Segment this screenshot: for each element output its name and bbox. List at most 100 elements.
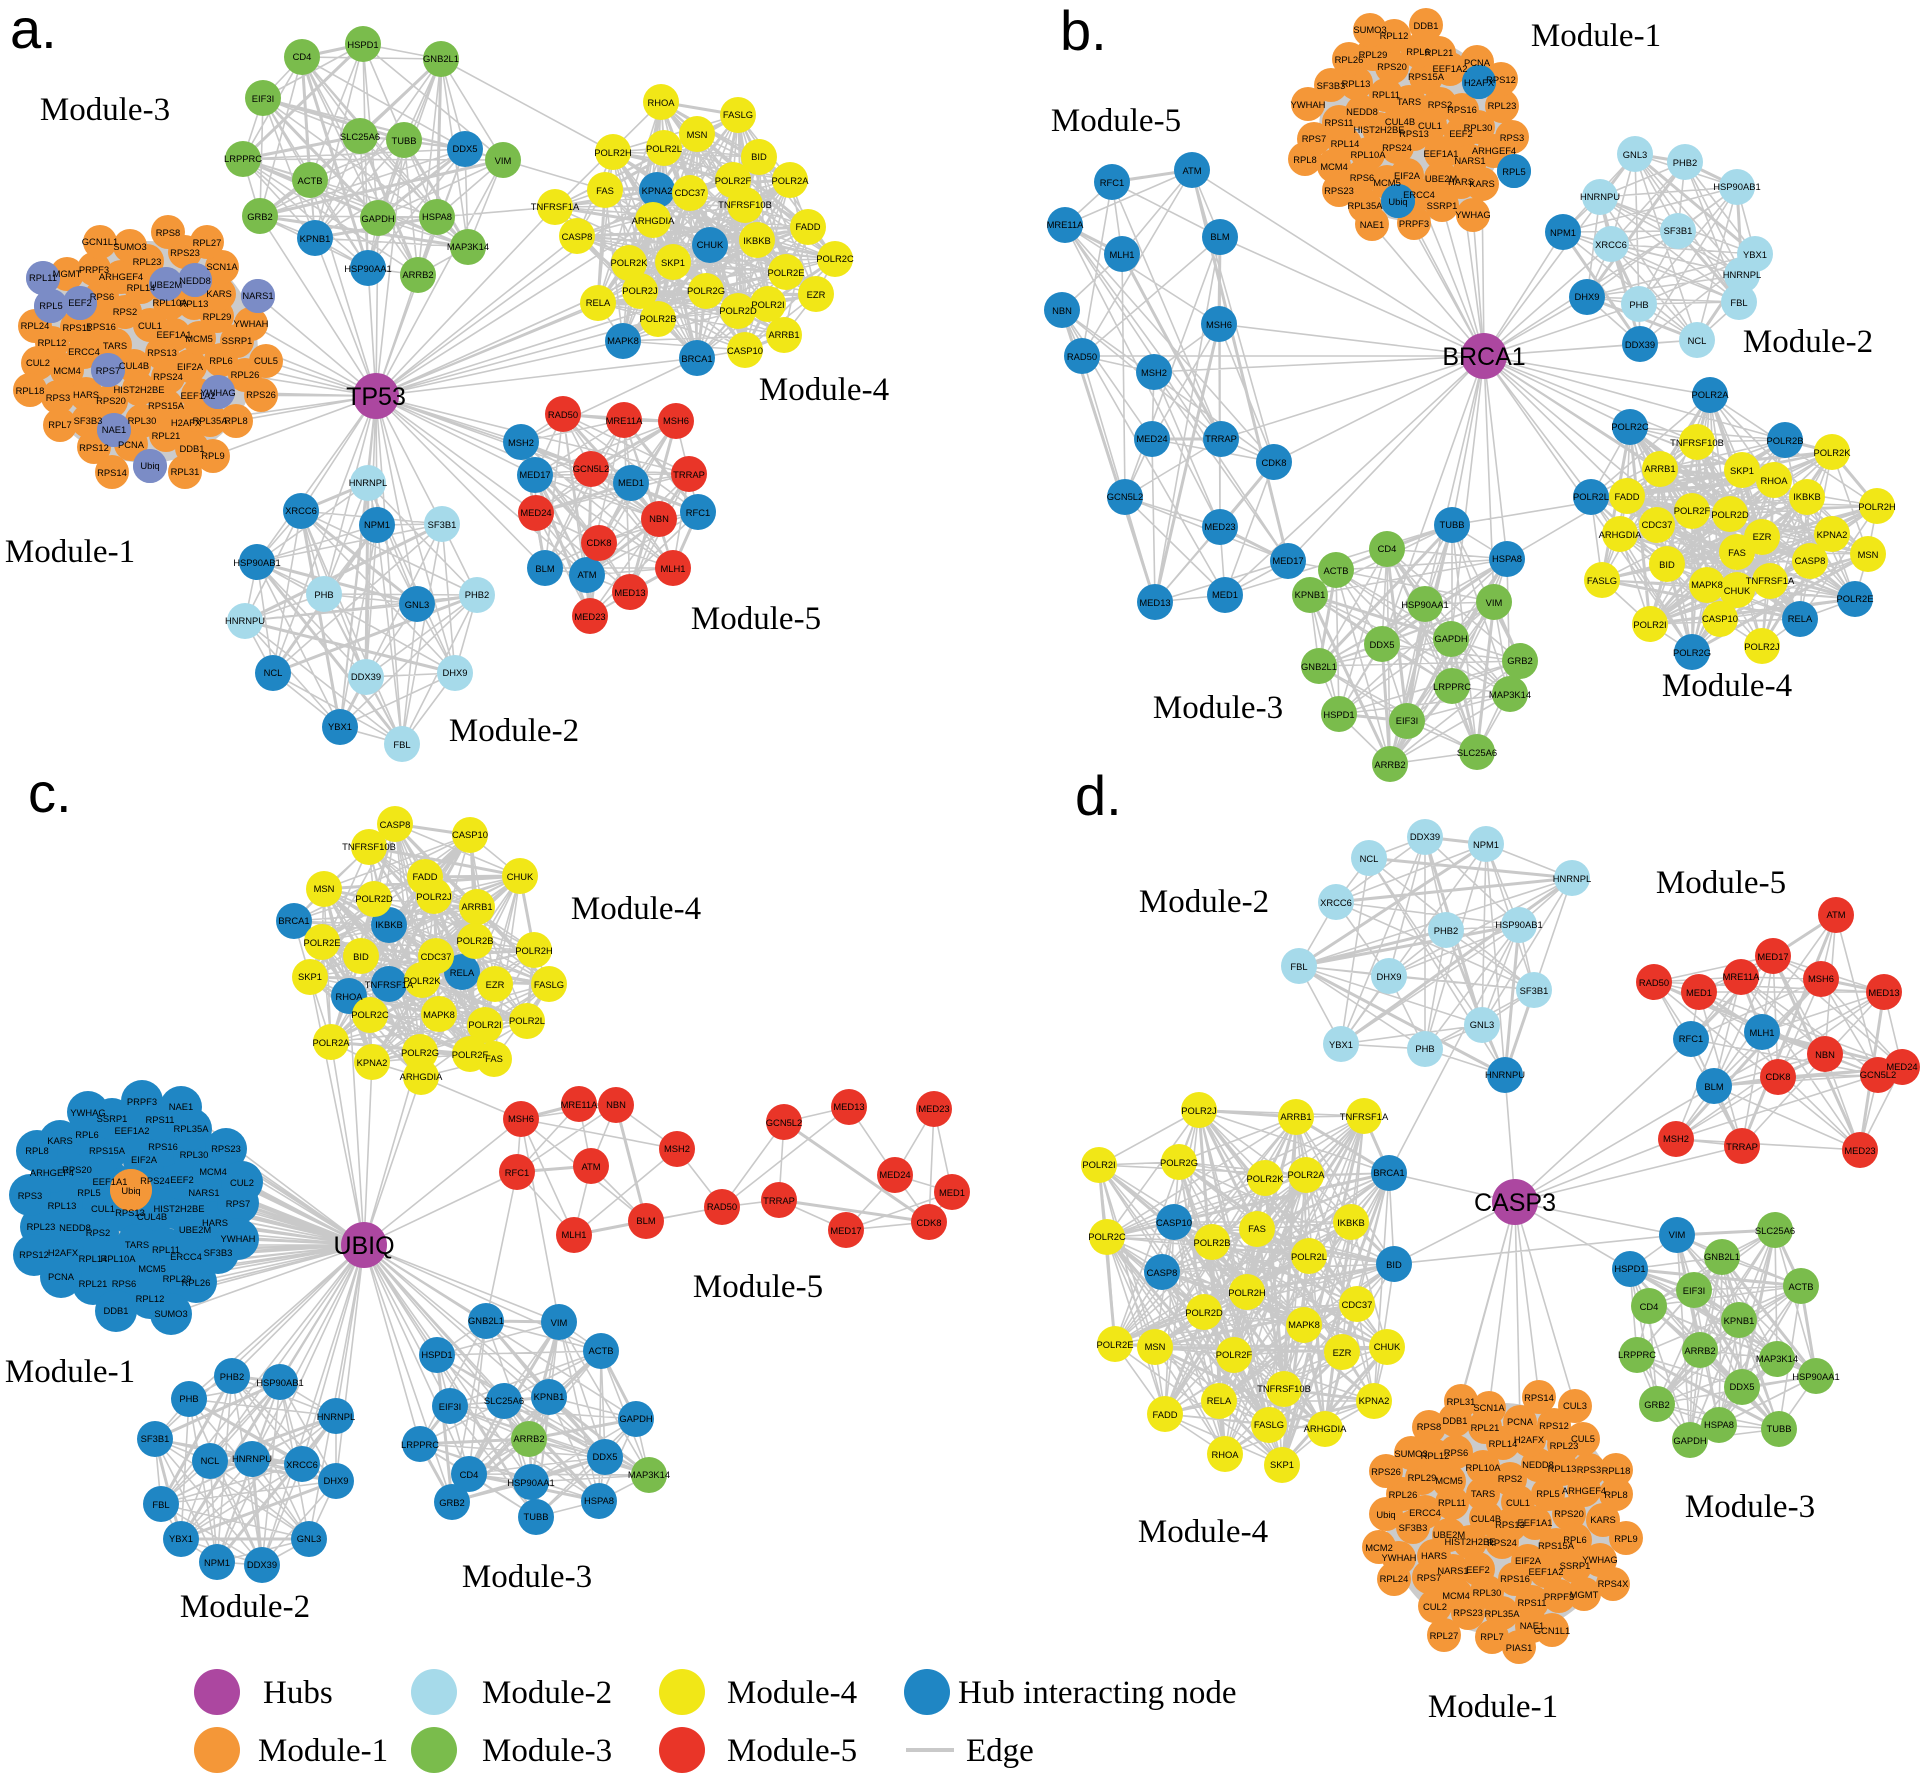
svg-text:ATM: ATM — [1826, 909, 1845, 920]
svg-text:CD4: CD4 — [1640, 1301, 1659, 1312]
svg-text:RPL13: RPL13 — [180, 298, 209, 309]
svg-text:MSH2: MSH2 — [1141, 367, 1167, 378]
svg-text:YWHAH: YWHAH — [1382, 1552, 1417, 1563]
svg-text:RPS3: RPS3 — [18, 1190, 43, 1201]
svg-text:RPL14: RPL14 — [1331, 138, 1360, 149]
svg-text:DDX39: DDX39 — [247, 1559, 277, 1570]
svg-text:RPL12: RPL12 — [38, 337, 67, 348]
svg-text:RPS2: RPS2 — [113, 306, 138, 317]
svg-text:TNFRSF1A: TNFRSF1A — [1340, 1111, 1389, 1122]
svg-text:POLR2L: POLR2L — [646, 143, 682, 154]
svg-text:SKP1: SKP1 — [298, 971, 322, 982]
svg-text:MED24: MED24 — [1136, 433, 1167, 444]
svg-text:RPL26: RPL26 — [182, 1277, 211, 1288]
svg-text:PHB: PHB — [179, 1393, 198, 1404]
svg-text:MED1: MED1 — [939, 1187, 965, 1198]
svg-text:HSP90AA1: HSP90AA1 — [507, 1477, 554, 1488]
svg-text:CASP8: CASP8 — [1795, 555, 1826, 566]
svg-text:POLR2I: POLR2I — [468, 1019, 501, 1030]
svg-text:SUMO3: SUMO3 — [113, 241, 146, 252]
svg-text:SSRP1: SSRP1 — [1427, 200, 1458, 211]
svg-text:KARS: KARS — [206, 288, 232, 299]
svg-text:HSPA8: HSPA8 — [584, 1495, 614, 1506]
svg-text:RPS7: RPS7 — [1417, 1572, 1442, 1583]
svg-text:EEF2: EEF2 — [170, 1174, 193, 1185]
svg-text:MSH2: MSH2 — [1663, 1133, 1689, 1144]
svg-text:RPS6: RPS6 — [112, 1278, 137, 1289]
svg-text:VIM: VIM — [495, 155, 512, 166]
svg-text:RAD50: RAD50 — [1067, 351, 1097, 362]
svg-text:RPL7: RPL7 — [48, 419, 71, 430]
svg-text:RPL6: RPL6 — [209, 355, 232, 366]
svg-text:KPNA2: KPNA2 — [357, 1057, 388, 1068]
svg-text:PHB2: PHB2 — [1434, 925, 1459, 936]
svg-text:RPL8: RPL8 — [224, 415, 247, 426]
svg-text:ARHGDIA: ARHGDIA — [1599, 529, 1642, 540]
svg-text:EEF1A2: EEF1A2 — [1433, 63, 1468, 74]
svg-text:KPNA2: KPNA2 — [642, 185, 673, 196]
svg-text:NARS1: NARS1 — [188, 1187, 219, 1198]
svg-text:TUBB: TUBB — [391, 135, 416, 146]
svg-text:PHB2: PHB2 — [1673, 157, 1698, 168]
svg-text:PHB2: PHB2 — [465, 589, 490, 600]
svg-text:RPS7: RPS7 — [226, 1198, 251, 1209]
svg-text:LRPPRC: LRPPRC — [1433, 681, 1471, 692]
svg-text:PIAS1: PIAS1 — [1506, 1642, 1533, 1653]
svg-text:CUL4B: CUL4B — [137, 1211, 167, 1222]
svg-text:CD4: CD4 — [293, 51, 312, 62]
svg-text:ERCC4: ERCC4 — [68, 346, 100, 357]
svg-text:EIF3I: EIF3I — [1683, 1285, 1705, 1296]
svg-text:HSP90AB1: HSP90AB1 — [256, 1377, 303, 1388]
svg-text:TUBB: TUBB — [1439, 519, 1464, 530]
svg-text:YWHAG: YWHAG — [70, 1107, 105, 1118]
svg-text:DDX39: DDX39 — [351, 671, 381, 682]
svg-text:NAE1: NAE1 — [169, 1101, 194, 1112]
svg-text:RAD50: RAD50 — [1639, 977, 1669, 988]
svg-text:RPL14: RPL14 — [1489, 1438, 1518, 1449]
svg-text:MED17: MED17 — [1272, 555, 1303, 566]
svg-text:POLR2G: POLR2G — [687, 285, 725, 296]
svg-text:MRE11A: MRE11A — [561, 1099, 599, 1110]
svg-text:SF3B3: SF3B3 — [1399, 1522, 1428, 1533]
svg-text:CHUK: CHUK — [507, 871, 534, 882]
svg-text:RHOA: RHOA — [1760, 475, 1788, 486]
svg-text:MSN: MSN — [1858, 549, 1879, 560]
svg-text:NPM1: NPM1 — [364, 519, 390, 530]
svg-text:a.: a. — [10, 0, 57, 60]
svg-text:RPL27: RPL27 — [193, 237, 222, 248]
svg-text:MED1: MED1 — [1686, 987, 1712, 998]
svg-text:HSPA8: HSPA8 — [1704, 1419, 1734, 1430]
svg-text:RPS2: RPS2 — [1428, 99, 1453, 110]
svg-text:Module-5: Module-5 — [1051, 103, 1181, 139]
svg-text:IKBKB: IKBKB — [1793, 491, 1821, 502]
svg-text:RPL23: RPL23 — [27, 1221, 56, 1232]
svg-text:HNRNPU: HNRNPU — [1580, 191, 1620, 202]
svg-text:FBL: FBL — [152, 1499, 169, 1510]
svg-text:TARS: TARS — [103, 340, 127, 351]
svg-text:RPL14: RPL14 — [127, 282, 156, 293]
svg-text:RPL5: RPL5 — [1502, 166, 1525, 177]
svg-text:Module-5: Module-5 — [727, 1733, 857, 1769]
svg-text:EEF1A2: EEF1A2 — [115, 1125, 150, 1136]
svg-text:RPL9: RPL9 — [1614, 1533, 1637, 1544]
svg-text:NBN: NBN — [1815, 1049, 1835, 1060]
svg-text:CUL1: CUL1 — [1418, 120, 1442, 131]
svg-text:GNB2L1: GNB2L1 — [423, 53, 459, 64]
svg-text:RPL23: RPL23 — [133, 256, 162, 267]
svg-text:MSH6: MSH6 — [1206, 319, 1232, 330]
svg-text:RPS11: RPS11 — [62, 322, 91, 333]
svg-text:Module-4: Module-4 — [759, 372, 889, 408]
svg-text:POLR2H: POLR2H — [1228, 1287, 1266, 1298]
svg-text:NCL: NCL — [1360, 853, 1379, 864]
svg-text:RPS23: RPS23 — [170, 247, 200, 258]
svg-text:HNRNPL: HNRNPL — [1553, 873, 1592, 884]
svg-text:SUMO3: SUMO3 — [1394, 1448, 1427, 1459]
svg-text:HSP90AB1: HSP90AB1 — [1495, 919, 1542, 930]
svg-text:UBE2M: UBE2M — [1433, 1529, 1465, 1540]
svg-text:MLH1: MLH1 — [1749, 1027, 1774, 1038]
svg-text:GCN5L2: GCN5L2 — [766, 1117, 802, 1128]
svg-text:YWHAG: YWHAG — [1455, 209, 1490, 220]
svg-text:CUL3: CUL3 — [1563, 1400, 1587, 1411]
svg-text:YWHAH: YWHAH — [221, 1233, 256, 1244]
svg-text:DDB1: DDB1 — [103, 1305, 128, 1316]
